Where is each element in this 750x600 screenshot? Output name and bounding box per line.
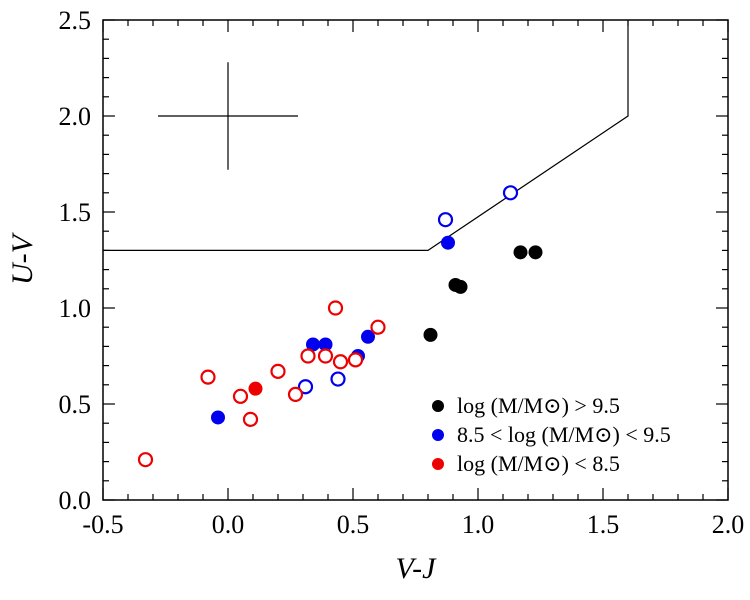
data-point-open <box>437 212 454 228</box>
legend: log (M/M⊙) > 9.5 8.5 < log (M/M⊙) < 9.5 lo… <box>432 393 671 476</box>
data-point-open <box>330 371 346 387</box>
data-point-open <box>502 185 519 201</box>
data-point-open <box>347 352 364 368</box>
legend-marker <box>432 429 444 441</box>
plot-frame <box>102 19 729 501</box>
data-point-filled <box>528 245 543 260</box>
x-tick-label: 1.0 <box>462 510 495 539</box>
data-point-open <box>300 348 316 364</box>
data-point-filled <box>423 327 438 342</box>
data-point-open <box>137 452 154 468</box>
legend-label: log (M/M⊙) > 9.5 <box>457 393 620 418</box>
y-tick-label: 0.5 <box>59 390 92 419</box>
data-point-open <box>232 388 249 404</box>
legend-marker <box>432 400 444 412</box>
data-point-open <box>317 348 334 364</box>
y-tick-label: 1.5 <box>59 198 92 227</box>
y-tick-label: 2.0 <box>59 102 92 131</box>
data-point-filled <box>361 329 375 344</box>
data-point-open <box>332 354 349 370</box>
y-tick-label: 1.0 <box>59 294 92 323</box>
data-point-filled <box>441 235 455 250</box>
data-point-filled <box>453 279 468 294</box>
data-point-open <box>200 369 216 385</box>
x-tick-label: 1.5 <box>587 510 620 539</box>
selection-boundary-line <box>103 20 629 251</box>
legend-label: 8.5 < log (M/M⊙) < 9.5 <box>457 422 671 447</box>
data-point-open <box>327 300 344 316</box>
data-point-open <box>287 386 304 402</box>
x-tick-label: 2.0 <box>712 510 745 539</box>
y-tick-label: 2.5 <box>59 6 92 35</box>
data-point-filled <box>513 245 528 260</box>
x-tick-label: 0.5 <box>337 510 370 539</box>
x-tick-label: 0.0 <box>212 510 245 539</box>
legend-marker <box>432 458 444 470</box>
data-point-open <box>270 363 286 379</box>
y-tick-label: 0.0 <box>59 486 92 515</box>
data-point-open <box>370 319 386 335</box>
data-point-filled <box>211 410 225 425</box>
data-point-filled <box>248 381 263 396</box>
x-axis-title: V-J <box>396 552 438 585</box>
data-point-open <box>297 379 314 395</box>
x-tick-label: -0.5 <box>82 510 123 539</box>
data-point-open <box>242 411 259 427</box>
legend-label: log (M/M⊙) < 8.5 <box>457 451 620 476</box>
y-axis-title: U-V <box>6 231 39 285</box>
